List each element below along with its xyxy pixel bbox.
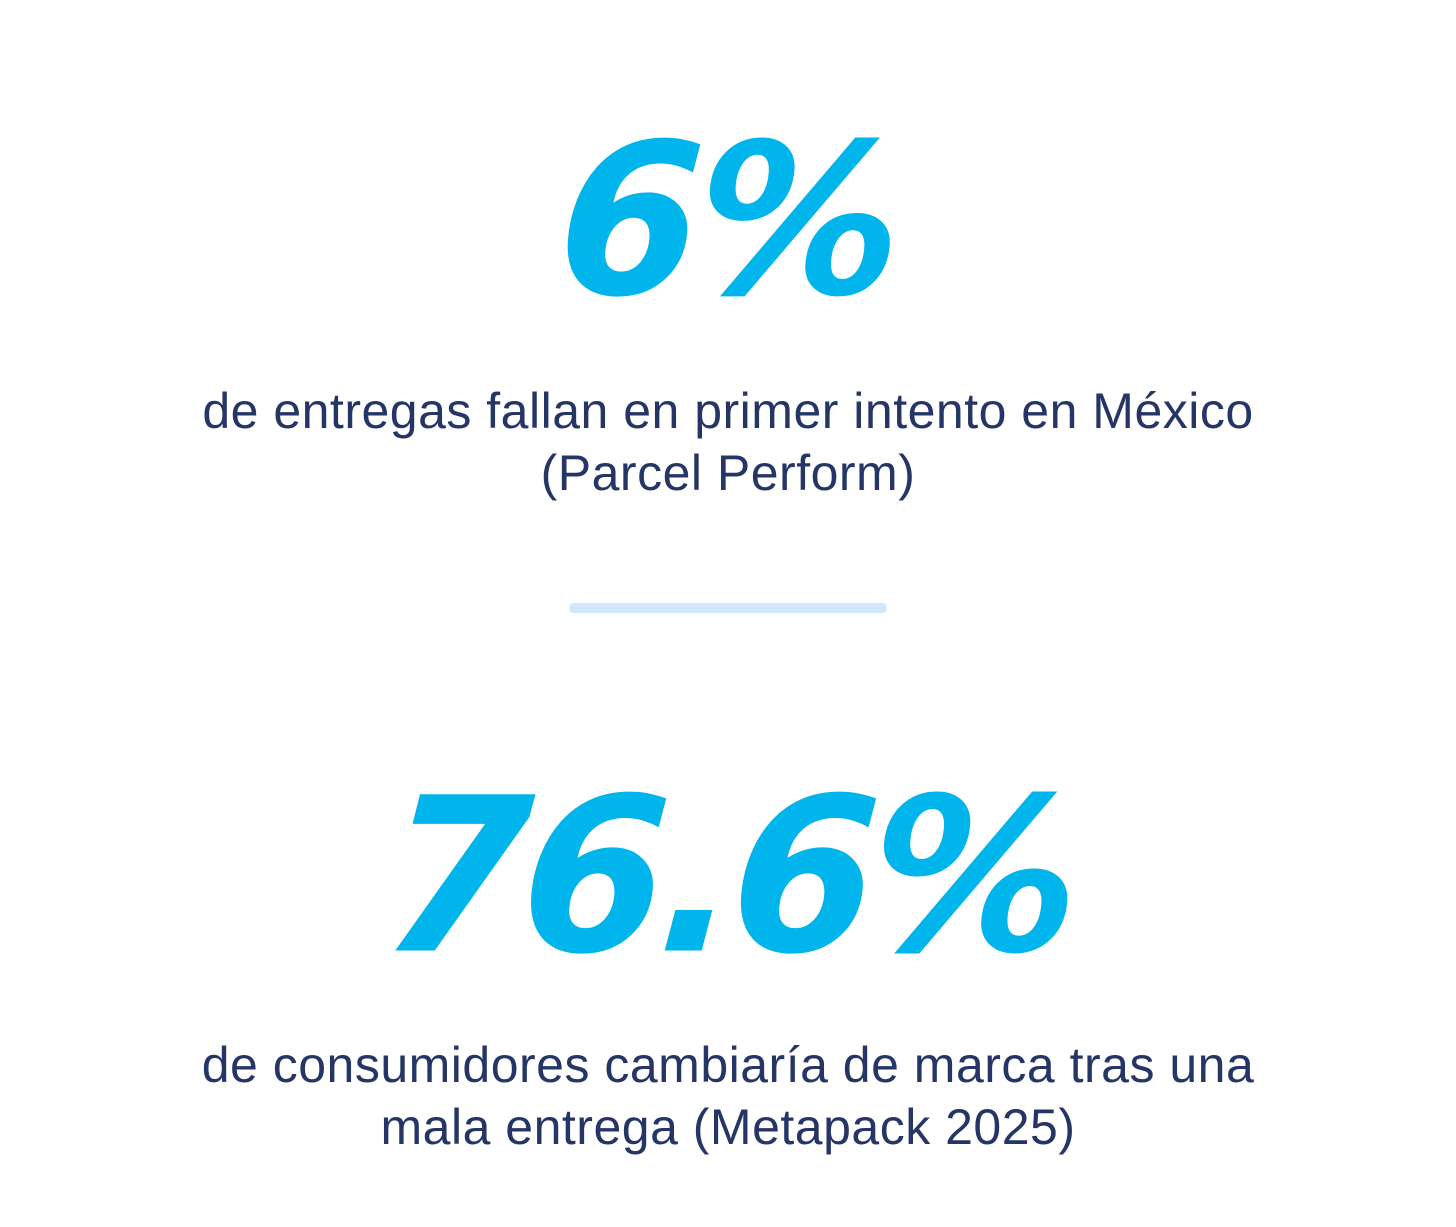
stat-block-second: 76.6% de consumidores cambiaría de marca… — [0, 751, 1456, 1158]
stat-description-second-line1: de consumidores cambiaría de marca tras … — [201, 1037, 1255, 1093]
stat-description-second-line2: mala entrega (Metapack 2025) — [380, 1099, 1076, 1155]
stat-description-first-line2: (Parcel Perform) — [540, 445, 916, 501]
stat-description-first: de entregas fallan en primer intento en … — [103, 380, 1353, 504]
stat-block-first: 6% de entregas fallan en primer intento … — [0, 98, 1456, 504]
stat-value-second: 76.6% — [375, 751, 1082, 1002]
stat-value-first: 6% — [550, 98, 906, 344]
section-divider — [569, 603, 887, 613]
stat-description-first-line1: de entregas fallan en primer intento en … — [202, 383, 1254, 439]
stat-description-second: de consumidores cambiaría de marca tras … — [103, 1034, 1353, 1158]
